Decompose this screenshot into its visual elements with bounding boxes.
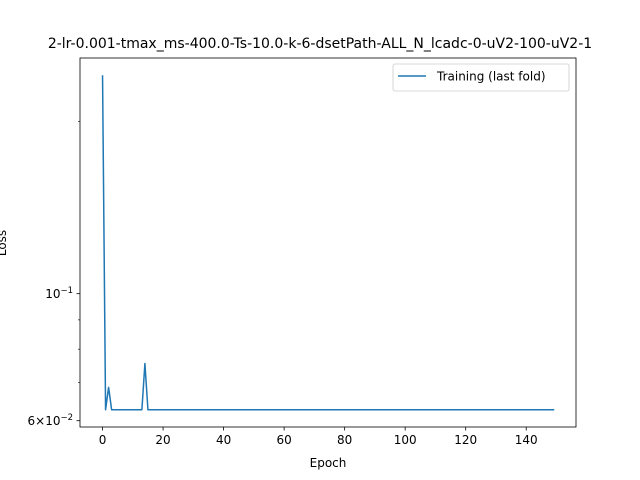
chart-title: 2-lr-0.001-tmax_ms-400.0-Ts-10.0-k-6-dse… — [47, 36, 593, 52]
x-tick-label: 80 — [337, 433, 352, 447]
x-tick-label: 40 — [216, 433, 231, 447]
plot-frame — [79, 57, 577, 428]
x-tick-label: 20 — [155, 433, 170, 447]
x-tick-label: 120 — [454, 433, 477, 447]
legend: Training (last fold) — [392, 63, 570, 92]
y-ticks: 6×10−2 10−1 — [28, 121, 80, 428]
x-tick-label: 60 — [276, 433, 291, 447]
legend-box — [392, 63, 570, 92]
x-tick-label: 0 — [99, 433, 107, 447]
plot-area — [80, 58, 576, 427]
series-layer — [101, 75, 555, 411]
x-axis-label: Epoch — [310, 456, 347, 470]
x-tick-label: 100 — [394, 433, 417, 447]
series-line-0 — [101, 75, 555, 411]
y-tick-label: 6×10−2 — [28, 413, 74, 428]
y-axis-label: Loss — [0, 230, 9, 256]
x-tick-label: 140 — [515, 433, 538, 447]
x-ticks: 0 20 40 60 80 100 120 140 — [99, 427, 538, 447]
y-tick-label: 10−1 — [45, 286, 73, 301]
legend-label: Training (last fold) — [436, 70, 546, 84]
